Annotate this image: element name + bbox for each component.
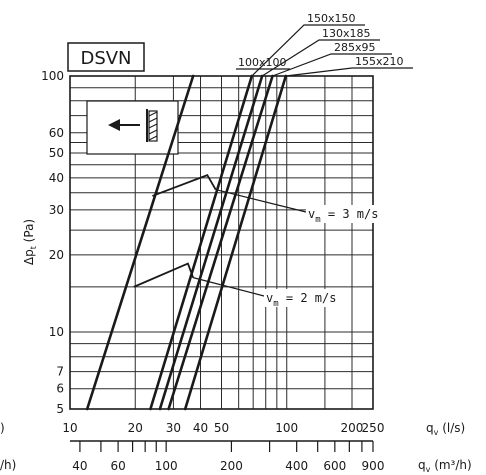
- x-tick-label: 30: [166, 421, 181, 435]
- x-tick-label: 40: [193, 421, 208, 435]
- x-tick-label: 200: [341, 421, 364, 435]
- series-line-155x210: [183, 74, 288, 411]
- y-tick-label: 20: [49, 248, 64, 262]
- left-edge-fragment-top: ): [0, 421, 5, 435]
- velocity-label-bg: [306, 205, 382, 223]
- y-tick-label: 100: [41, 69, 64, 83]
- x2-tick-label: 600: [323, 459, 346, 473]
- series-group: [85, 74, 288, 411]
- x2-axis: 40 60 100 200 400 600 900: [70, 440, 385, 473]
- velocity-label-3ms: vm = 3 m/s: [308, 207, 378, 225]
- y-tick-label: 7: [56, 365, 64, 379]
- series-line-150x150: [149, 74, 254, 411]
- velocity-label-2ms: vm = 2 m/s: [266, 291, 336, 309]
- x-axis-label: qv (l/s): [426, 421, 465, 437]
- velocity-label-bg: [264, 289, 340, 307]
- x2-tick-label: 400: [285, 459, 308, 473]
- plot-frame: [69, 75, 374, 410]
- airflow-direction-icon: [86, 100, 179, 155]
- series-line-130x185: [158, 74, 264, 411]
- velocity-labels: vm = 3 m/s vm = 2 m/s: [264, 205, 382, 309]
- x-tick-label: 250: [362, 421, 385, 435]
- x-tick-label: 50: [214, 421, 229, 435]
- y-tick-label: 40: [49, 171, 64, 185]
- series-label-130x185: 130x185: [322, 27, 371, 40]
- chart-title-box: DSVN: [67, 42, 145, 72]
- y-tick-label: 10: [49, 325, 64, 339]
- x2-tick-label: 40: [72, 459, 87, 473]
- x2-tick-label: 60: [110, 459, 125, 473]
- y-tick-label: 60: [49, 126, 64, 140]
- y-tick-label: 5: [56, 402, 64, 416]
- left-edge-fragment-bottom: /h): [0, 458, 16, 472]
- series-label-leaders: [236, 24, 413, 77]
- series-leader-130x185: [261, 39, 380, 77]
- series-line-285x95: [167, 74, 274, 411]
- series-label-100x100: 100x100: [238, 56, 287, 69]
- series-line-100x100: [85, 74, 195, 411]
- series-label-155x210: 155x210: [355, 55, 404, 68]
- series-label-285x95: 285x95: [334, 41, 376, 54]
- y-tick-label: 50: [49, 146, 64, 160]
- series-label-150x150: 150x150: [307, 12, 356, 25]
- series-leader-285x95: [272, 53, 392, 77]
- y-tick-labels: 5 6 7 10 20 30 40 50 60 100: [41, 69, 64, 416]
- series-leader-150x150: [251, 24, 365, 77]
- x-tick-label: 100: [275, 421, 298, 435]
- y-tick-label: 6: [56, 382, 64, 396]
- series-leader-155x210: [285, 67, 413, 77]
- x2-tick-label: 900: [362, 459, 385, 473]
- x2-axis-label: qv (m³/h): [418, 458, 472, 474]
- x2-tick-label: 200: [220, 459, 243, 473]
- velocity-leader: [193, 277, 265, 297]
- y-tick-label: 30: [49, 203, 64, 217]
- y-axis-label: Δpt (Pa): [22, 219, 38, 265]
- velocity-group: [133, 173, 307, 297]
- x2-tick-label: 100: [155, 459, 178, 473]
- chart-title: DSVN: [80, 48, 131, 69]
- x-tick-label: 20: [128, 421, 143, 435]
- velocity-leader: [215, 188, 307, 213]
- velocity-line-2ms: [133, 262, 194, 288]
- x-tick-label: 10: [62, 421, 77, 435]
- velocity-line-3ms: [152, 173, 217, 197]
